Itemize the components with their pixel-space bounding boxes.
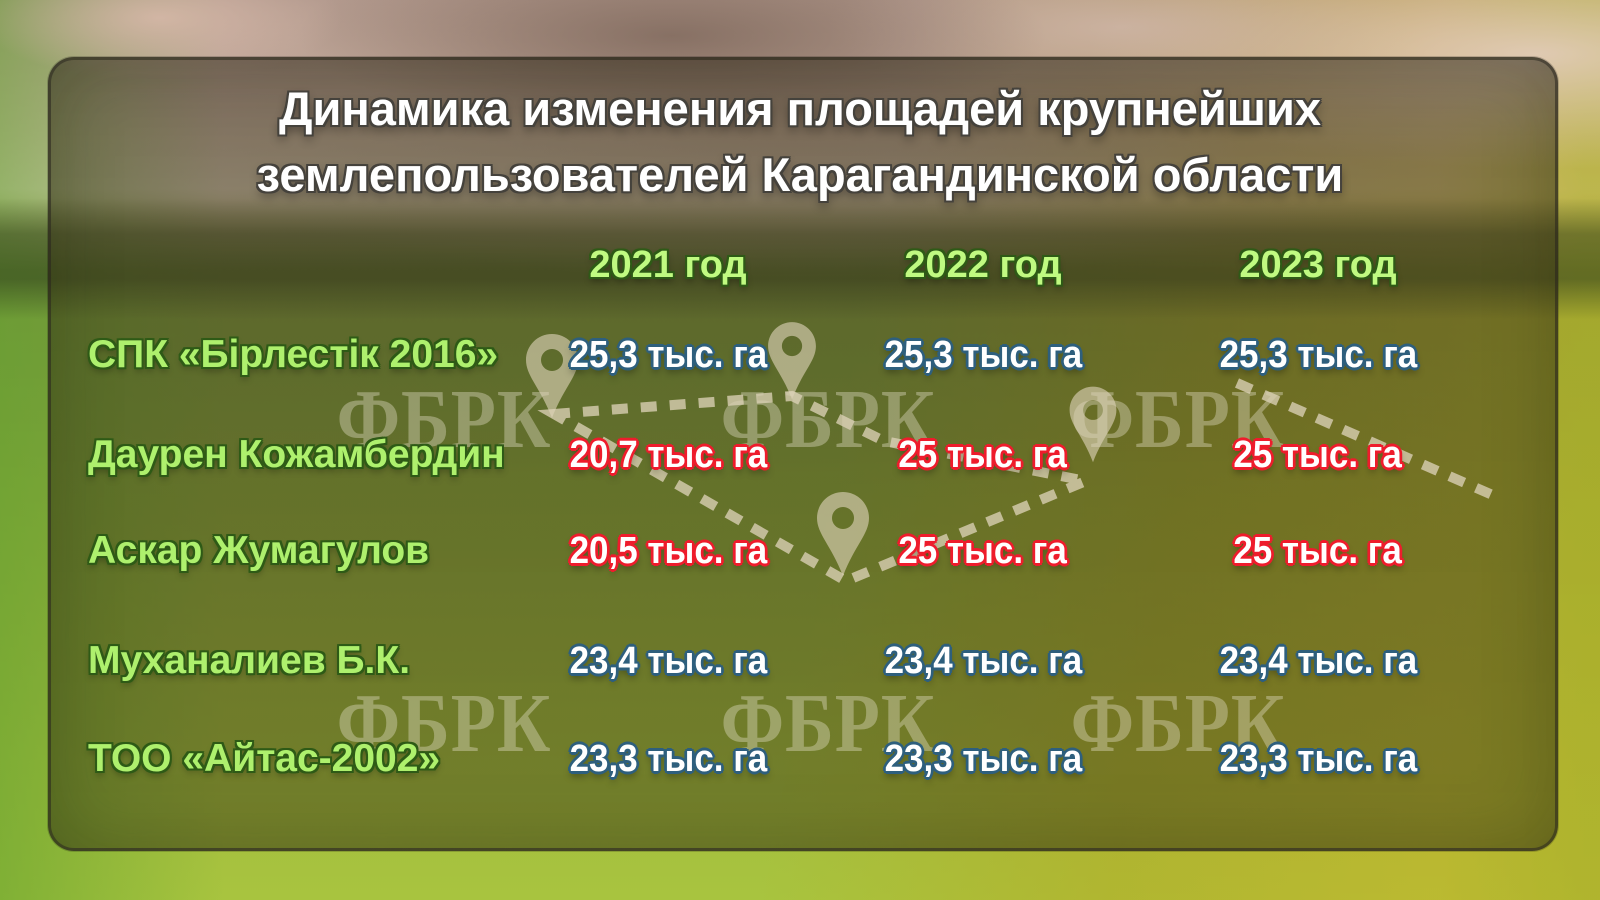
- area-value: 23,4 тыс. га: [1138, 640, 1498, 683]
- area-value: 20,5 тыс. га: [508, 530, 828, 573]
- area-value: 23,4 тыс. га: [508, 640, 828, 683]
- value-text: 20,5 тыс. га: [569, 529, 767, 572]
- area-value: 25,3 тыс. га: [508, 334, 828, 377]
- value-text: 25 тыс. га: [1233, 433, 1403, 476]
- dashed-parcel-boundary: [537, 378, 1500, 587]
- value-text: 25,3 тыс. га: [569, 333, 767, 376]
- value-text: 25 тыс. га: [898, 529, 1068, 572]
- title-line-1: Динамика изменения площадей крупнейших: [279, 82, 1321, 135]
- row-label: Муханалиев Б.К.: [88, 639, 411, 682]
- area-value: 25 тыс. га: [828, 434, 1138, 477]
- row-label: СПК «Бірлестік 2016»: [88, 333, 499, 376]
- row-label: ТОО «Айтас-2002»: [88, 737, 441, 780]
- map-pin-icon: [768, 322, 816, 400]
- area-value: 25,3 тыс. га: [828, 334, 1138, 377]
- overlay-panel: [48, 57, 1558, 851]
- title-line-2: землепользователей Карагандинской област…: [256, 148, 1344, 201]
- area-value: 23,3 тыс. га: [1138, 738, 1498, 781]
- value-text: 23,3 тыс. га: [569, 737, 767, 780]
- watermark-fbrk: ФБРК: [336, 677, 552, 770]
- value-text: 25,3 тыс. га: [884, 333, 1082, 376]
- value-text: 20,7 тыс. га: [569, 433, 767, 476]
- year-header-2022: 2022 год: [904, 243, 1062, 286]
- area-value: 23,4 тыс. га: [828, 640, 1138, 683]
- map-pin-icon: [1069, 386, 1117, 463]
- land-area-table: 2021 год 2022 год 2023 год СПК «Бірлесті…: [88, 230, 1498, 798]
- area-value: 20,7 тыс. га: [508, 434, 828, 477]
- area-value: 23,3 тыс. га: [508, 738, 828, 781]
- watermark-fbrk: ФБРК: [336, 373, 552, 466]
- value-text: 25,3 тыс. га: [1219, 333, 1417, 376]
- value-text: 23,4 тыс. га: [1219, 639, 1417, 682]
- value-text: 25 тыс. га: [1233, 529, 1403, 572]
- year-header-2021: 2021 год: [589, 243, 747, 286]
- area-value: 25,3 тыс. га: [1138, 334, 1498, 377]
- area-value: 25 тыс. га: [1138, 530, 1498, 573]
- value-text: 23,3 тыс. га: [884, 737, 1082, 780]
- map-pin-icon: [817, 492, 869, 576]
- value-text: 23,3 тыс. га: [1219, 737, 1417, 780]
- row-label: Аскар Жумагулов: [88, 529, 430, 572]
- area-value: 25 тыс. га: [1138, 434, 1498, 477]
- map-pin-icon: [526, 334, 578, 418]
- watermark-fbrk: ФБРК: [1070, 677, 1286, 770]
- value-text: 23,4 тыс. га: [884, 639, 1082, 682]
- year-header-2023: 2023 год: [1239, 243, 1397, 286]
- value-text: 23,4 тыс. га: [569, 639, 767, 682]
- page-title: Динамика изменения площадей крупнейших з…: [120, 76, 1480, 208]
- area-value: 25 тыс. га: [828, 530, 1138, 573]
- row-label: Даурен Кожамбердин: [88, 433, 505, 476]
- watermark-fbrk: ФБРК: [720, 677, 936, 770]
- area-value: 23,3 тыс. га: [828, 738, 1138, 781]
- value-text: 25 тыс. га: [898, 433, 1068, 476]
